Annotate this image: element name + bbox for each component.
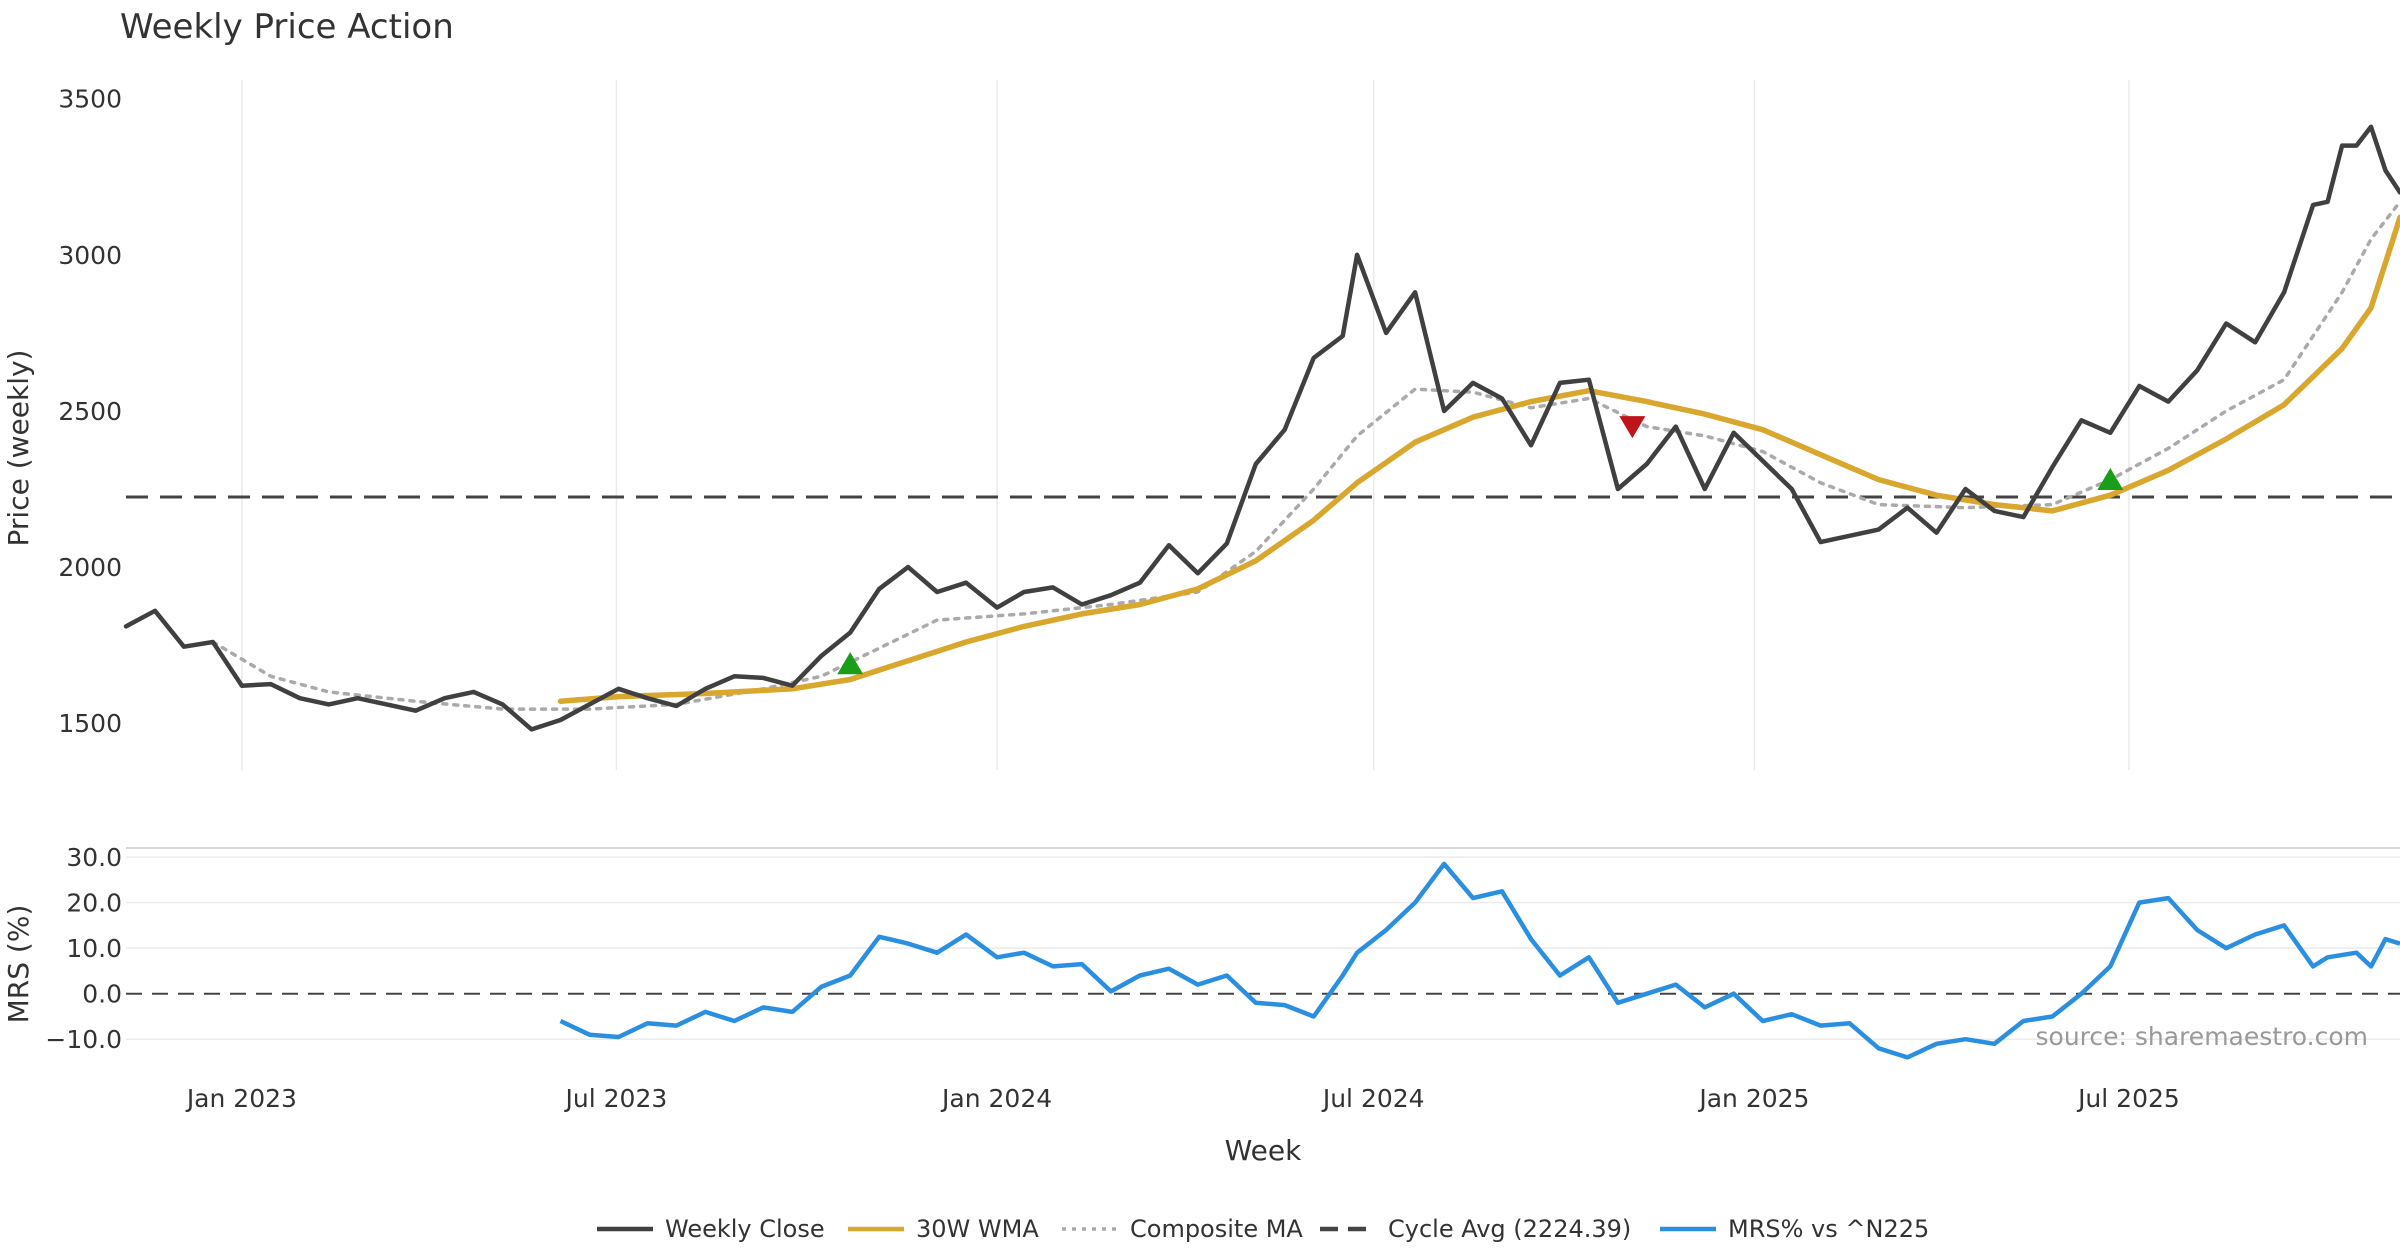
price-series: [123, 124, 2400, 732]
x-tick-label: Jul 2024: [1321, 1084, 1425, 1113]
price-y-tick-label: 2500: [58, 397, 122, 426]
price-y-tick-label: 3500: [58, 85, 122, 114]
source-note: source: sharemaestro.com: [2036, 1022, 2369, 1051]
price-grid: [241, 80, 2130, 770]
mrs-grid: [126, 847, 2400, 1040]
price-y-tick-label: 3000: [58, 241, 122, 270]
x-tick-label: Jan 2025: [1697, 1084, 1809, 1113]
legend-label: Weekly Close: [665, 1215, 825, 1243]
series-composite-ma: [211, 200, 2400, 711]
series-weekly-close: [123, 124, 2400, 732]
x-tick-label: Jul 2025: [2076, 1084, 2180, 1113]
series-mrs: [559, 861, 2400, 1060]
mrs-series: [559, 861, 2400, 1060]
chart-title: Weekly Price Action: [120, 7, 454, 47]
x-tick-label: Jul 2023: [564, 1084, 668, 1113]
mrs-y-tick-label: 0.0: [82, 980, 122, 1009]
sell-signal-marker: [1619, 416, 1646, 439]
legend-label: Composite MA: [1130, 1215, 1303, 1243]
legend-label: Cycle Avg (2224.39): [1388, 1215, 1631, 1243]
legend: Weekly Close 30W WMA Composite MA Cycle Avg…: [597, 1215, 1929, 1243]
mrs-y-tick-label: 10.0: [66, 934, 122, 963]
mrs-y-tick-label: −10.0: [45, 1025, 122, 1054]
mrs-y-tick-label: 30.0: [66, 843, 122, 872]
x-axis-title: Week: [1225, 1134, 1302, 1167]
legend-label: 30W WMA: [916, 1215, 1039, 1243]
price-y-tick-label: 2000: [58, 553, 122, 582]
mrs-y-axis-title: MRS (%): [2, 905, 35, 1024]
price-y-ticks: 1500 2000 2500 3000 3500: [58, 85, 122, 738]
price-y-axis-title: Price (weekly): [2, 350, 35, 547]
x-ticks: Jan 2023 Jul 2023 Jan 2024 Jul 2024 Jan 2025…: [185, 1084, 2180, 1113]
price-y-tick-label: 1500: [58, 709, 122, 738]
mrs-y-tick-label: 20.0: [66, 889, 122, 918]
buy-signal-marker: [2097, 467, 2124, 491]
signal-markers: [837, 416, 2124, 675]
mrs-y-ticks: 30.0 20.0 10.0 0.0 −10.0: [45, 843, 122, 1054]
buy-signal-marker: [837, 652, 864, 675]
x-tick-label: Jan 2024: [940, 1084, 1052, 1113]
x-tick-label: Jan 2023: [185, 1084, 297, 1113]
legend-label: MRS% vs ^N225: [1728, 1215, 1929, 1243]
series-30w-wma: [557, 214, 2400, 705]
